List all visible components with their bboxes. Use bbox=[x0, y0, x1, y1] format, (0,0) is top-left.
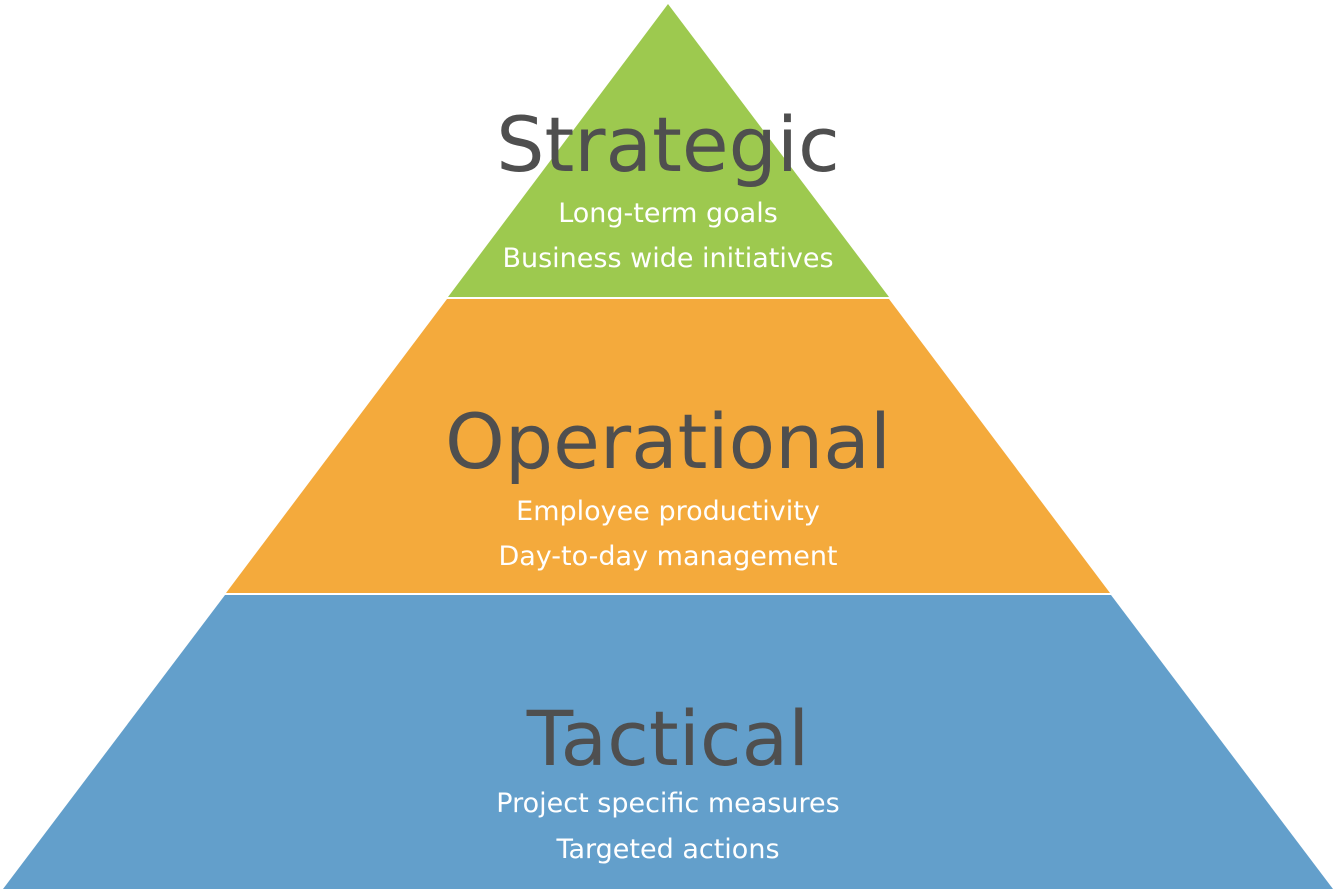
tier-strategic: Strategic Long-term goals Business wide … bbox=[448, 4, 889, 297]
tier-tactical-title: Tactical bbox=[526, 694, 810, 783]
tier-operational-title: Operational bbox=[445, 397, 891, 486]
tier-tactical-line-2: Targeted actions bbox=[555, 834, 779, 865]
tier-strategic-title: Strategic bbox=[496, 100, 840, 189]
tier-tactical: Tactical Project specific measures Targe… bbox=[3, 595, 1333, 889]
tier-operational-line-2: Day-to-day management bbox=[498, 541, 837, 572]
tier-strategic-line-2: Business wide initiatives bbox=[502, 243, 833, 274]
tier-tactical-line-1: Project specific measures bbox=[496, 788, 839, 819]
tier-operational-shape bbox=[226, 299, 1110, 593]
tier-operational: Operational Employee productivity Day-to… bbox=[226, 299, 1110, 593]
tier-strategic-line-1: Long-term goals bbox=[558, 198, 778, 229]
tier-operational-line-1: Employee productivity bbox=[516, 496, 820, 527]
tier-tactical-shape bbox=[3, 595, 1333, 889]
tier-strategic-shape bbox=[448, 4, 889, 297]
